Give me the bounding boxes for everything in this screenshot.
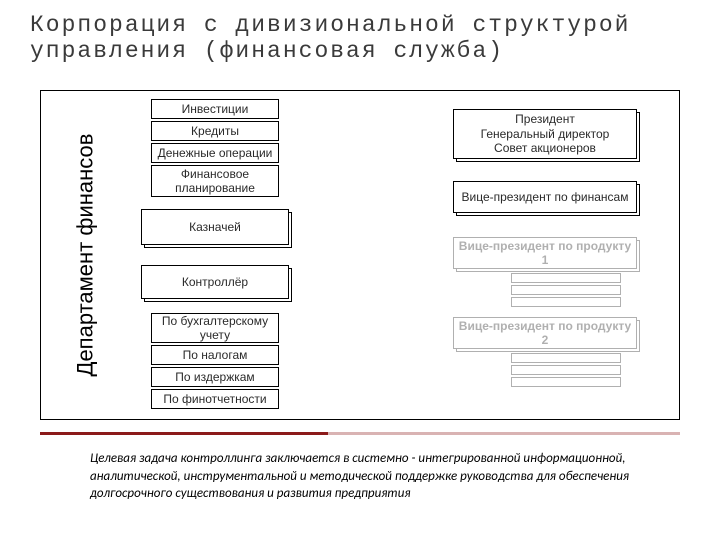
org-box-left-8: По издержкам [151,367,279,387]
org-box-left-6: По бухгалтерскому учету [151,313,279,343]
org-box-left-1: Кредиты [151,121,279,141]
vertical-label-wrap: Департамент финансов [45,91,125,419]
mini-box-1-0 [511,353,621,363]
org-box-right-1: Вице-президент по финансам [453,181,637,213]
org-box-right-2: Вице-президент по продукту 1 [453,237,637,269]
org-box-left-3: Финансовое планирование [151,165,279,197]
org-box-left-4: Казначей [141,209,289,245]
slide-title: Корпорация с дивизиональной структурой у… [0,0,720,72]
footer-text: Целевая задача контроллинга заключается … [90,450,650,503]
org-box-right-0: Президент Генеральный директор Совет акц… [453,109,637,159]
mini-box-1-2 [511,377,621,387]
org-box-left-0: Инвестиции [151,99,279,119]
mini-box-0-2 [511,297,621,307]
org-box-left-9: По финотчетности [151,389,279,409]
org-box-right-3: Вице-президент по продукту 2 [453,317,637,349]
slide: Корпорация с дивизиональной структурой у… [0,0,720,540]
vertical-label: Департамент финансов [72,134,98,377]
mini-box-0-1 [511,285,621,295]
org-diagram: Департамент финансов ИнвестицииКредитыДе… [40,90,680,420]
org-box-left-5: Контроллёр [141,265,289,299]
org-box-left-7: По налогам [151,345,279,365]
org-box-left-2: Денежные операции [151,143,279,163]
decorator-line [40,432,680,435]
mini-box-1-1 [511,365,621,375]
mini-box-0-0 [511,273,621,283]
